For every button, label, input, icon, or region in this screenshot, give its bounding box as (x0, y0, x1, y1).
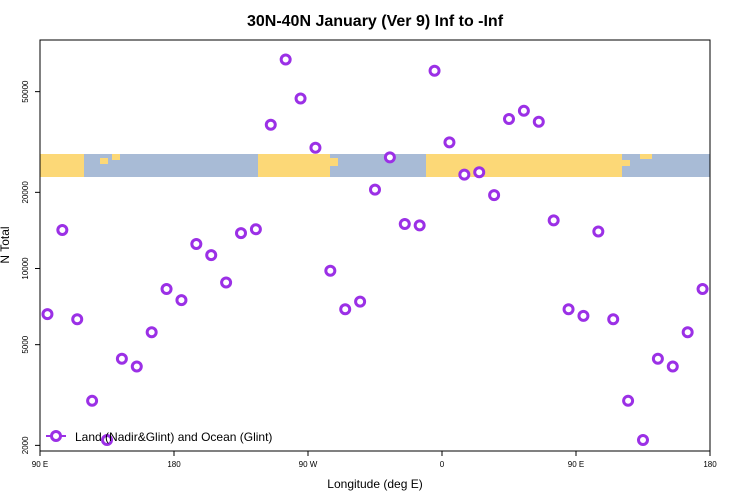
land-region (330, 158, 338, 166)
data-point (235, 227, 247, 240)
data-point (71, 313, 84, 326)
chart-title: 30N-40N January (Ver 9) Inf to -Inf (247, 13, 504, 30)
x-axis-label: Longitude (deg E) (327, 477, 422, 491)
data-point (488, 189, 501, 202)
data-point (294, 92, 307, 105)
data-point (41, 308, 54, 321)
x-tick-label: 0 (440, 460, 445, 469)
data-point (562, 303, 575, 316)
data-point (369, 183, 381, 196)
x-tick-label: 90 W (299, 460, 318, 469)
data-point (324, 264, 337, 277)
land-region (258, 154, 330, 177)
x-tick-label: 90 E (568, 460, 584, 469)
data-point (190, 237, 203, 250)
y-tick-label: 50000 (21, 80, 30, 103)
x-axis: 90 E 180 90 W 0 90 E 180 (32, 451, 717, 469)
y-axis-label: N Total (0, 226, 12, 263)
y-tick-label: 5000 (21, 335, 30, 353)
data-point (398, 217, 411, 230)
data-point (666, 360, 679, 373)
data-point (249, 223, 262, 236)
data-point (622, 394, 635, 407)
land-region (112, 154, 120, 160)
legend-label: Land (Nadir&Glint) and Ocean (Glint) (75, 430, 272, 444)
land-region (622, 160, 630, 166)
data-point (607, 313, 620, 326)
data-point (279, 53, 292, 66)
data-point (264, 118, 277, 131)
legend: Land (Nadir&Glint) and Ocean (Glint) (46, 430, 272, 444)
data-point (175, 294, 188, 307)
data-point (309, 141, 322, 154)
y-tick-label: 2000 (21, 436, 30, 454)
data-point (577, 309, 590, 322)
plot-frame (39, 39, 711, 452)
data-point (681, 326, 694, 339)
land-region (40, 154, 84, 177)
data-point (86, 394, 99, 407)
land-region (640, 154, 652, 159)
data-point (413, 219, 426, 232)
data-point (220, 276, 233, 289)
data-point (130, 360, 143, 373)
data-point (651, 352, 664, 365)
data-point (205, 249, 218, 262)
data-point (517, 104, 530, 117)
map-land (40, 154, 652, 177)
data-point (696, 282, 709, 295)
data-point (145, 326, 158, 339)
data-point (532, 115, 545, 128)
data-point (592, 225, 605, 238)
world-map-strip (40, 154, 710, 177)
data-point (503, 112, 515, 125)
x-tick-label: 180 (167, 460, 181, 469)
data-point (160, 282, 173, 295)
data-point (473, 166, 486, 179)
data-point (354, 295, 367, 308)
data-point (547, 214, 560, 227)
land-region (100, 158, 108, 164)
x-tick-label: 90 E (32, 460, 48, 469)
y-axis: 2000 5000 10000 20000 50000 (21, 80, 40, 454)
x-tick-label: 180 (703, 460, 717, 469)
data-point (443, 136, 456, 149)
data-points (41, 53, 709, 447)
data-point (383, 151, 396, 164)
data-point (458, 168, 471, 181)
data-point (115, 352, 128, 365)
legend-marker (50, 430, 62, 442)
y-tick-label: 10000 (21, 257, 30, 280)
data-point (101, 434, 113, 447)
land-region (426, 154, 622, 177)
data-point (56, 223, 69, 236)
data-point (428, 64, 441, 77)
data-point (339, 303, 352, 316)
y-tick-label: 20000 (21, 181, 30, 204)
data-point (637, 434, 649, 447)
